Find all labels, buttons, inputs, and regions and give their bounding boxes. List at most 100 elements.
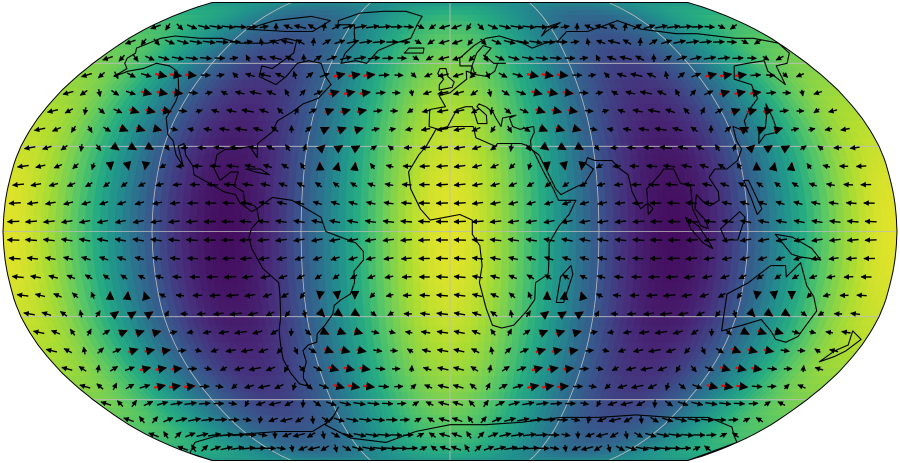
field-cell [429,367,438,376]
field-cell [189,248,199,258]
field-cell [318,154,328,164]
field-cell [402,350,411,360]
field-cell [338,188,348,198]
field-cell [449,265,458,275]
field-cell [575,248,585,258]
field-cell [272,265,281,275]
field-cell [524,231,533,241]
field-cell [449,222,458,232]
field-cell [498,324,507,335]
field-cell [530,188,540,198]
field-cell [494,205,503,215]
field-cell [738,197,748,207]
field-cell [308,248,317,258]
field-cell [99,231,108,241]
field-cell [144,205,154,215]
field-cell [443,391,451,401]
field-cell [419,391,427,401]
field-cell [464,188,473,198]
field-cell [382,239,391,249]
field-cell [124,188,134,198]
field-cell [390,188,399,198]
field-cell [471,205,481,215]
field-cell [427,205,436,215]
field-cell [761,205,771,215]
field-cell [412,239,421,249]
field-cell [565,299,574,309]
field-cell [471,188,480,198]
field-cell [443,407,451,416]
field-cell [516,256,525,266]
field-cell [107,214,116,224]
field-cell [628,239,637,249]
field-cell [354,171,363,181]
field-cell [25,222,34,232]
field-cell [500,290,509,301]
field-cell [166,239,176,249]
field-cell [338,205,347,215]
field-cell [603,180,613,190]
field-cell [466,407,474,416]
field-cell [337,222,347,232]
field-cell [729,265,739,275]
field-cell [512,324,522,335]
field-cell [302,171,312,181]
field-cell [792,231,801,241]
field-cell [618,273,628,283]
field-cell [501,265,510,275]
field-cell [561,222,570,232]
field-cell [598,231,607,241]
field-cell [315,222,324,232]
field-cell [814,222,823,232]
field-cell [478,171,488,181]
field-cell [339,180,348,190]
field-cell [310,290,320,301]
field-cell [471,265,480,275]
field-cell [515,282,524,292]
field-cell [799,222,808,232]
field-cell [865,239,875,249]
field-cell [377,307,386,318]
field-cell [850,248,860,258]
field-cell [506,137,515,147]
field-cell [39,222,49,232]
field-cell [190,265,200,275]
field-cell [100,248,110,258]
field-cell [471,197,481,207]
field-cell [565,163,575,173]
field-cell [360,205,369,215]
field-cell [664,205,674,215]
field-cell [538,205,548,215]
field-cell [464,222,473,232]
field-cell [597,188,606,198]
field-cell [368,265,377,275]
field-cell [454,435,461,443]
field-cell [492,154,502,164]
field-cell [323,205,332,215]
field-cell [589,180,598,190]
field-cell [77,231,86,241]
field-cell [414,129,423,139]
field-cell [646,171,656,181]
field-cell [478,154,487,164]
field-cell [679,197,688,207]
field-cell [274,290,284,301]
field-cell [419,239,429,249]
field-cell [619,188,628,198]
field-cell [85,205,95,215]
field-cell [655,273,665,283]
field-cell [478,146,487,156]
field-cell [603,282,612,292]
field-cell [107,239,116,249]
field-cell [624,282,634,292]
field-cell [47,222,56,232]
field-cell [583,248,592,258]
field-cell [546,205,555,215]
field-cell [256,197,266,207]
field-cell [414,333,423,343]
field-cell [129,239,139,249]
field-cell [427,188,436,198]
field-cell [434,171,444,181]
field-cell [3,231,12,241]
field-cell [672,239,682,249]
